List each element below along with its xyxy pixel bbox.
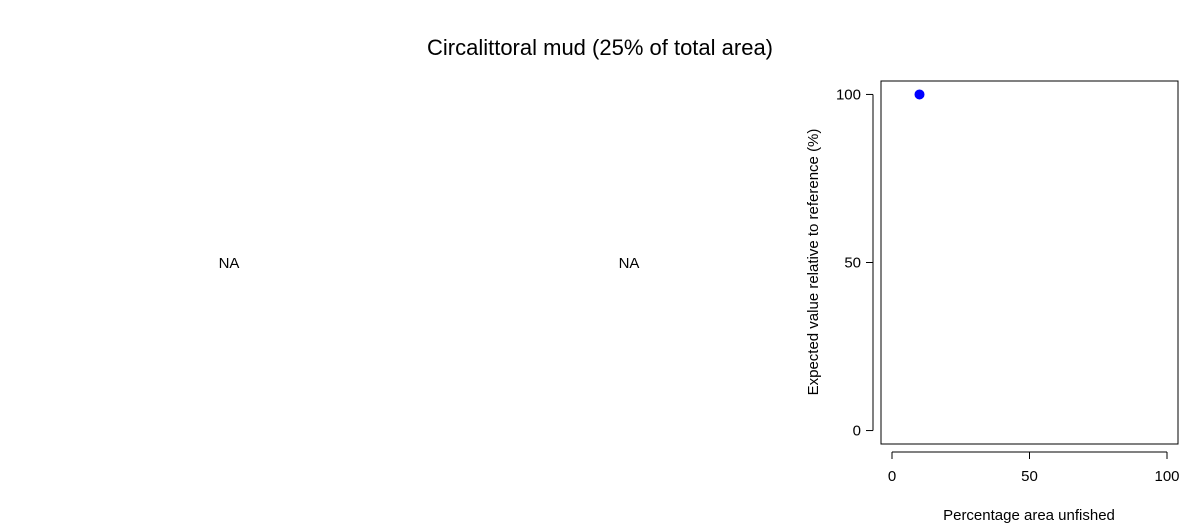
plot-frame xyxy=(880,80,1179,445)
x-tick-label: 50 xyxy=(1021,468,1038,485)
y-tick-label: 50 xyxy=(844,255,861,272)
figure-title: Circalittoral mud (25% of total area) xyxy=(426,35,774,60)
y-tick-label: 100 xyxy=(836,86,861,103)
x-tick-label: 100 xyxy=(1154,468,1179,485)
x-axis-label: Percentage area unfished xyxy=(943,507,1115,524)
data-points xyxy=(914,89,925,100)
panel-na-label-left: NA xyxy=(218,255,240,272)
x-axis: 0 50 100 xyxy=(888,451,1180,485)
data-point xyxy=(914,89,925,100)
x-tick-label: 0 xyxy=(888,468,896,485)
y-tick-label: 0 xyxy=(853,423,861,440)
y-axis: 0 50 100 xyxy=(836,86,874,440)
panel-na-label-middle: NA xyxy=(618,255,640,272)
y-axis-label: Expected value relative to reference (%) xyxy=(805,129,822,396)
